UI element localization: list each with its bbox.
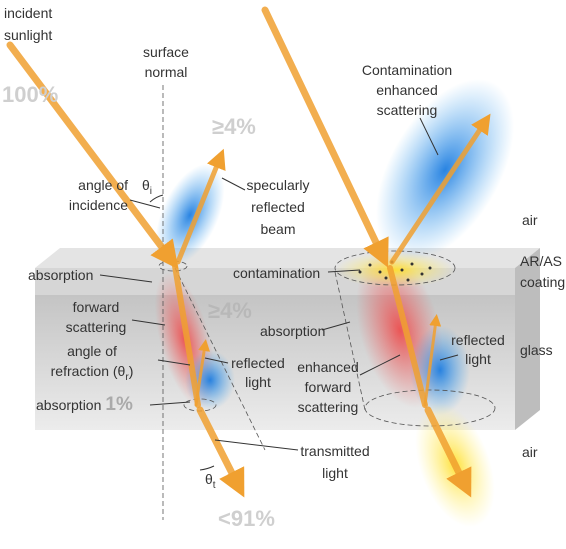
layer-label: air bbox=[522, 212, 538, 228]
cyl-top bbox=[158, 260, 188, 272]
subscript: r bbox=[125, 372, 129, 383]
label: incidence bbox=[69, 197, 128, 213]
label: forward bbox=[305, 379, 352, 395]
label: beam bbox=[260, 221, 295, 237]
label: absorption bbox=[28, 267, 93, 283]
layer-label: glass bbox=[520, 342, 553, 358]
label: ) bbox=[129, 363, 134, 379]
label: scattering bbox=[66, 319, 127, 335]
layer-label: air bbox=[522, 444, 538, 460]
label: absorption bbox=[260, 323, 325, 339]
symbol: θ bbox=[205, 471, 213, 487]
slab-side bbox=[515, 248, 540, 430]
label: absorption 1% bbox=[36, 394, 133, 415]
percent: 1% bbox=[105, 394, 133, 415]
label: reflected bbox=[451, 332, 505, 348]
symbol: θ bbox=[142, 177, 150, 193]
layer-label: AR/AS bbox=[520, 253, 562, 269]
label: absorption bbox=[36, 397, 101, 413]
label: reflected bbox=[231, 355, 285, 371]
symbol: θt bbox=[205, 471, 216, 491]
label: surface bbox=[143, 44, 189, 60]
cyl-bottom-right bbox=[364, 389, 496, 427]
label: scattering bbox=[377, 102, 438, 118]
label: refraction (θr) bbox=[51, 363, 134, 383]
reflect-glow-right bbox=[410, 325, 470, 415]
label: incident bbox=[4, 5, 52, 21]
label: contamination bbox=[233, 265, 320, 281]
label: enhanced bbox=[376, 82, 438, 98]
label: normal bbox=[145, 64, 188, 80]
label: Contamination bbox=[362, 62, 452, 78]
subscript: i bbox=[150, 186, 152, 197]
leaders bbox=[99, 117, 459, 471]
label: light bbox=[322, 465, 348, 481]
label: angle of bbox=[78, 177, 128, 193]
symbol: θi bbox=[142, 177, 152, 197]
percent: <91% bbox=[218, 506, 275, 531]
extension-line bbox=[174, 267, 266, 451]
label: transmitted bbox=[300, 443, 369, 459]
label: sunlight bbox=[4, 27, 52, 43]
label: light bbox=[245, 374, 271, 390]
label: refraction (θ bbox=[51, 363, 126, 379]
label: enhanced bbox=[297, 359, 359, 375]
percent: ≥4% bbox=[212, 114, 256, 139]
subscript: t bbox=[213, 480, 216, 491]
label: angle of bbox=[67, 343, 117, 359]
label: specularly bbox=[246, 177, 309, 193]
label: reflected bbox=[251, 199, 305, 215]
percent: ≥4% bbox=[208, 298, 252, 323]
label: forward bbox=[73, 299, 120, 315]
percent: 100% bbox=[2, 82, 58, 107]
label: scattering bbox=[298, 399, 359, 415]
beams bbox=[6, 6, 491, 498]
layer-label: coating bbox=[520, 274, 565, 290]
label: light bbox=[465, 351, 491, 367]
